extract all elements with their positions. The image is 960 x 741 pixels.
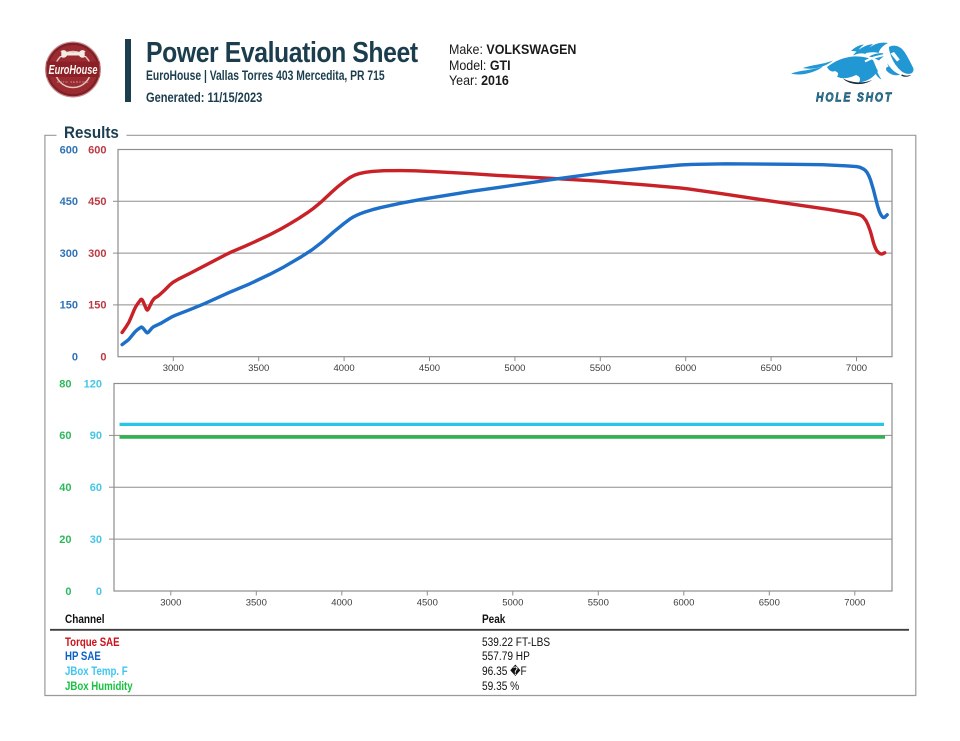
- svg-text:20: 20: [59, 534, 71, 546]
- svg-text:5000: 5000: [502, 598, 523, 609]
- svg-text:0: 0: [100, 352, 106, 364]
- svg-text:4000: 4000: [334, 363, 355, 374]
- svg-text:0: 0: [65, 586, 71, 598]
- svg-text:AUTO SERVICE: AUTO SERVICE: [57, 80, 90, 84]
- svg-text:80: 80: [59, 378, 71, 390]
- svg-text:600: 600: [88, 144, 106, 156]
- svg-text:3000: 3000: [160, 598, 181, 609]
- svg-text:HOLE SHOT: HOLE SHOT: [816, 91, 893, 105]
- svg-text:7000: 7000: [846, 363, 867, 374]
- svg-text:600: 600: [60, 144, 78, 156]
- svg-text:EuroHouse: EuroHouse: [49, 63, 98, 77]
- svg-text:0: 0: [72, 352, 78, 364]
- svg-text:6000: 6000: [675, 363, 696, 374]
- svg-text:4000: 4000: [331, 598, 352, 609]
- svg-text:4500: 4500: [417, 598, 438, 609]
- svg-text:450: 450: [88, 196, 106, 208]
- svg-text:60: 60: [90, 482, 102, 494]
- svg-text:3500: 3500: [248, 363, 269, 374]
- svg-text:30: 30: [90, 534, 102, 546]
- svg-text:450: 450: [60, 196, 78, 208]
- svg-text:120: 120: [84, 378, 102, 390]
- svg-text:3500: 3500: [246, 598, 267, 609]
- svg-text:60: 60: [59, 430, 71, 442]
- svg-text:150: 150: [88, 300, 106, 312]
- svg-text:7000: 7000: [844, 598, 865, 609]
- svg-text:300: 300: [88, 248, 106, 260]
- svg-text:5000: 5000: [504, 363, 525, 374]
- svg-text:0: 0: [96, 586, 102, 598]
- svg-text:3000: 3000: [163, 363, 184, 374]
- svg-text:90: 90: [90, 430, 102, 442]
- svg-text:6500: 6500: [759, 598, 780, 609]
- svg-text:6500: 6500: [761, 363, 782, 374]
- svg-text:6000: 6000: [673, 598, 694, 609]
- svg-text:4500: 4500: [419, 363, 440, 374]
- svg-text:300: 300: [60, 248, 78, 260]
- svg-text:40: 40: [59, 482, 71, 494]
- svg-text:5500: 5500: [590, 363, 611, 374]
- svg-text:150: 150: [60, 300, 78, 312]
- svg-text:5500: 5500: [588, 598, 609, 609]
